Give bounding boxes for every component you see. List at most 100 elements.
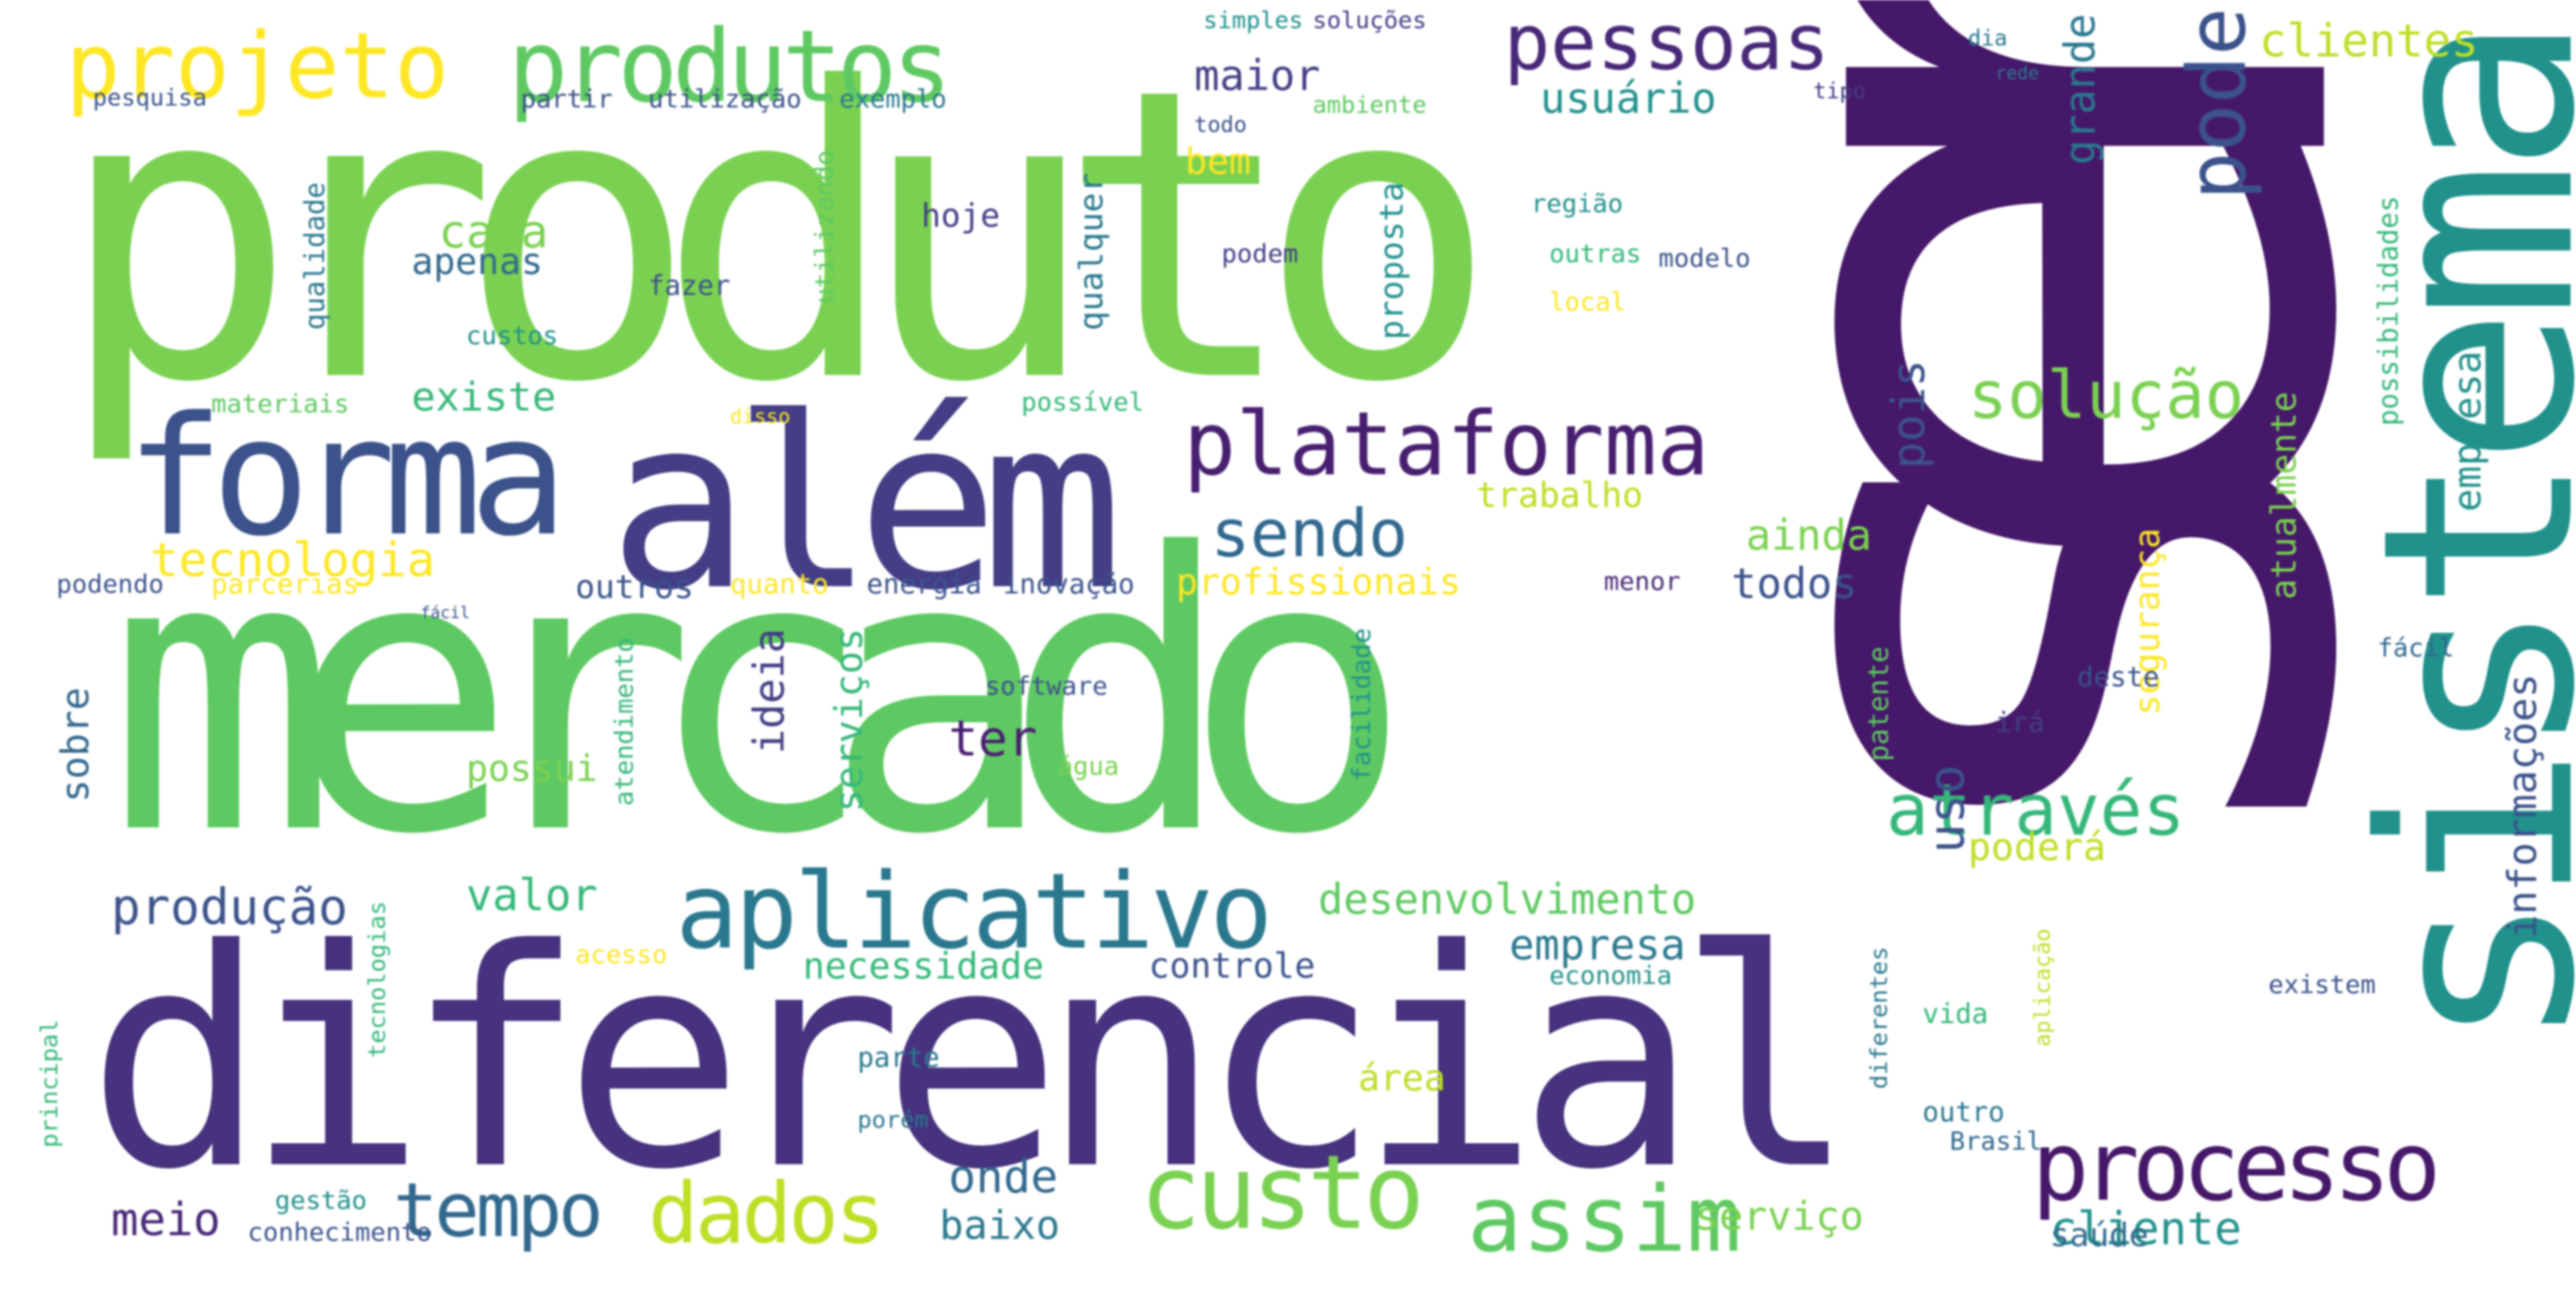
word-possibilidades: possibilidades bbox=[2373, 196, 2405, 426]
word-ira: irá bbox=[1995, 707, 2045, 739]
word-maior: maior bbox=[1194, 51, 1321, 100]
word-necessidade: necessidade bbox=[803, 946, 1044, 988]
word-projeto: projeto bbox=[66, 13, 450, 119]
word-possivel: possível bbox=[1021, 387, 1144, 417]
word-usuario: usuário bbox=[1540, 74, 1717, 123]
word-atualmente: atualmente bbox=[2264, 391, 2304, 600]
word-simples: simples bbox=[1203, 7, 1303, 35]
word-software: software bbox=[985, 671, 1108, 701]
word-atraves: através bbox=[1886, 770, 2186, 852]
word-empresas: empresas bbox=[2445, 328, 2490, 512]
word-grande: grande bbox=[2055, 14, 2104, 166]
word-partir: partir bbox=[521, 84, 614, 114]
word-aplicativo: aplicativo bbox=[675, 851, 1273, 973]
word-onde: onde bbox=[948, 1151, 1059, 1203]
word-facil-2: fácil bbox=[421, 603, 471, 623]
word-outro: outro bbox=[1922, 1097, 2005, 1129]
word-saude: saúde bbox=[2050, 1217, 2149, 1254]
word-disso: disso bbox=[730, 406, 791, 429]
word-plataforma: plataforma bbox=[1183, 393, 1709, 495]
word-producao: produção bbox=[111, 878, 349, 936]
word-agua: água bbox=[1058, 751, 1120, 781]
word-produto: produto bbox=[56, 4, 1498, 470]
word-podem: podem bbox=[1222, 238, 1299, 269]
word-parcerias: parcerias bbox=[211, 569, 360, 601]
word-sobre: sobre bbox=[53, 687, 97, 803]
word-principal: principal bbox=[36, 1019, 64, 1148]
word-todo: todo bbox=[1194, 112, 1247, 137]
word-inovacao: inovação bbox=[1003, 569, 1135, 601]
word-apenas: apenas bbox=[411, 241, 543, 283]
word-mercado: mercado bbox=[107, 473, 1413, 918]
word-assim: assim bbox=[1467, 1166, 1742, 1273]
word-ter: ter bbox=[948, 710, 1038, 767]
word-facil: fácil bbox=[2378, 633, 2455, 663]
word-deste: deste bbox=[2077, 662, 2160, 694]
word-produtos: produtos bbox=[508, 8, 952, 125]
word-valor: valor bbox=[466, 870, 598, 921]
word-podendo: podendo bbox=[56, 569, 165, 599]
word-local: local bbox=[1549, 287, 1627, 317]
word-aplicacao: aplicação bbox=[2030, 928, 2055, 1048]
word-conhecimento: conhecimento bbox=[248, 1217, 432, 1247]
word-energia: energia bbox=[867, 569, 982, 601]
word-cliente: cliente bbox=[2050, 1202, 2242, 1255]
word-desenvolvimento: desenvolvimento bbox=[1318, 875, 1697, 924]
word-dia: dia bbox=[1968, 25, 2008, 51]
word-tecnologias: tecnologias bbox=[364, 901, 391, 1059]
word-trabalho: trabalho bbox=[1476, 475, 1644, 515]
word-empresa: empresa bbox=[1509, 920, 1686, 969]
word-economia: economia bbox=[1549, 960, 1672, 990]
word-fazer: fazer bbox=[648, 270, 731, 302]
word-atendimento: atendimento bbox=[609, 637, 639, 806]
word-gestao: gestão bbox=[275, 1185, 368, 1215]
word-uso: uso bbox=[1918, 765, 1975, 854]
word-alem: além bbox=[608, 368, 1123, 643]
word-rede: rede bbox=[1995, 62, 2040, 84]
word-custos: custos bbox=[466, 320, 559, 350]
word-acesso: acesso bbox=[575, 939, 668, 969]
word-forma: forma bbox=[126, 382, 568, 573]
word-servico: serviço bbox=[1695, 1193, 1864, 1240]
word-utilizacao: utilização bbox=[648, 84, 802, 114]
word-custo: custo bbox=[1140, 1134, 1425, 1252]
word-diferentes: diferentes bbox=[1866, 947, 1893, 1090]
word-quanto: quanto bbox=[730, 569, 829, 601]
word-vida: vida bbox=[1922, 999, 1989, 1030]
word-utilizando: utilizando bbox=[809, 150, 839, 304]
word-ainda: ainda bbox=[1746, 511, 1872, 560]
word-controle: controle bbox=[1149, 946, 1316, 986]
word-proposta: proposta bbox=[1374, 182, 1411, 340]
word-qualquer: qualquer bbox=[1073, 173, 1111, 331]
word-diferencial: diferencial bbox=[86, 886, 1857, 1235]
word-materiais: materiais bbox=[211, 389, 350, 419]
word-meio: meio bbox=[111, 1193, 221, 1246]
word-podera: poderá bbox=[1968, 825, 2106, 869]
word-existem: existem bbox=[2268, 969, 2377, 999]
word-clientes: clientes bbox=[2259, 15, 2479, 67]
word-cada: cada bbox=[439, 206, 549, 259]
word-pessoas: pessoas bbox=[1504, 0, 1831, 88]
word-baixo: baixo bbox=[939, 1202, 1060, 1249]
word-pode: pode bbox=[2170, 7, 2264, 200]
word-area: área bbox=[1358, 1058, 1446, 1100]
word-dados: dados bbox=[648, 1165, 886, 1263]
word-hoje: hoje bbox=[921, 198, 1000, 235]
word-servicos: serviços bbox=[827, 628, 871, 813]
word-processo: processo bbox=[2032, 1111, 2441, 1222]
word-menor: menor bbox=[1604, 566, 1681, 596]
word-todos: todos bbox=[1731, 559, 1858, 608]
word-profissionais: profissionais bbox=[1176, 562, 1462, 603]
word-sendo: sendo bbox=[1211, 495, 1408, 572]
word-qualidade: qualidade bbox=[299, 182, 331, 330]
word-ambiente: ambiente bbox=[1313, 92, 1427, 119]
word-parte: parte bbox=[857, 1042, 940, 1074]
word-possui: possui bbox=[466, 748, 598, 790]
word-facilidade: facilidade bbox=[1346, 628, 1376, 782]
word-existe: existe bbox=[411, 374, 556, 421]
word-pesquisa: pesquisa bbox=[93, 85, 208, 112]
word-tempo: tempo bbox=[393, 1168, 603, 1254]
word-bem: bem bbox=[1185, 141, 1252, 183]
word-exemplo: exemplo bbox=[839, 84, 948, 114]
